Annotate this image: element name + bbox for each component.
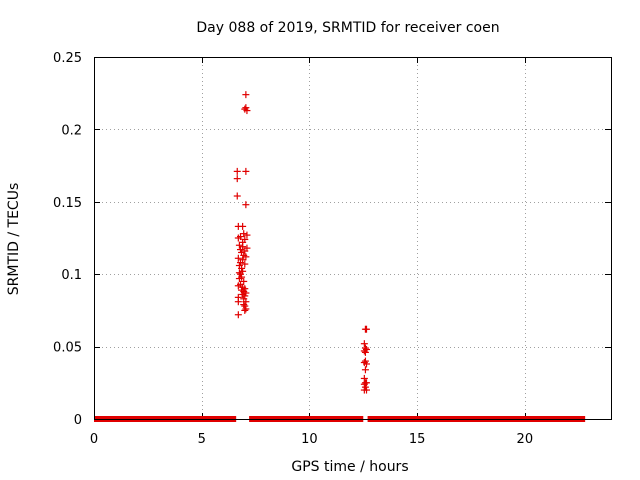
x-tick-label: 5 — [198, 432, 206, 447]
x-tick-label: 10 — [301, 432, 318, 447]
data-point — [234, 282, 242, 290]
data-point — [360, 340, 368, 348]
y-tick-label: 0.1 — [61, 268, 82, 283]
x-axis-label: GPS time / hours — [291, 459, 408, 475]
data-point — [242, 91, 250, 99]
data-point — [233, 175, 241, 183]
data-point — [234, 311, 242, 319]
data-point — [363, 360, 371, 368]
data-point — [234, 254, 242, 262]
y-axis-label: SRMTID / TECUs — [6, 183, 22, 296]
data-point — [360, 347, 368, 355]
y-tick-label: 0.25 — [53, 51, 82, 66]
data-point — [233, 167, 241, 175]
data-point — [241, 105, 249, 113]
x-tick-label: 15 — [409, 432, 426, 447]
x-tick-label: 20 — [517, 432, 534, 447]
data-point — [243, 231, 251, 239]
data-point — [242, 167, 250, 175]
data-point — [234, 298, 242, 306]
x-tick-label: 0 — [90, 432, 98, 447]
data-point — [241, 306, 249, 314]
data-point — [240, 301, 248, 309]
data-point — [235, 275, 243, 283]
y-tick-label: 0.2 — [61, 123, 82, 138]
chart-title: Day 088 of 2019, SRMTID for receiver coe… — [196, 20, 499, 36]
data-point — [233, 192, 241, 200]
data-point — [241, 247, 249, 255]
data-point — [242, 305, 250, 313]
data-point — [239, 222, 247, 230]
y-tick-label: 0 — [74, 413, 82, 428]
point-layer — [233, 91, 371, 394]
data-point — [234, 234, 242, 242]
tick-layer: 0 5 10 15 20 0 0.05 0.1 0.15 0.2 0.25 — [53, 51, 611, 447]
y-tick-label: 0.05 — [53, 341, 82, 356]
plot-frame — [94, 57, 612, 420]
data-point — [235, 241, 243, 249]
data-point — [241, 260, 249, 268]
data-point — [242, 201, 250, 209]
y-tick-label: 0.15 — [53, 196, 82, 211]
data-point — [361, 366, 369, 374]
data-point — [363, 325, 371, 333]
data-point — [363, 386, 371, 394]
data-point — [361, 348, 369, 356]
grid-layer — [94, 57, 611, 419]
